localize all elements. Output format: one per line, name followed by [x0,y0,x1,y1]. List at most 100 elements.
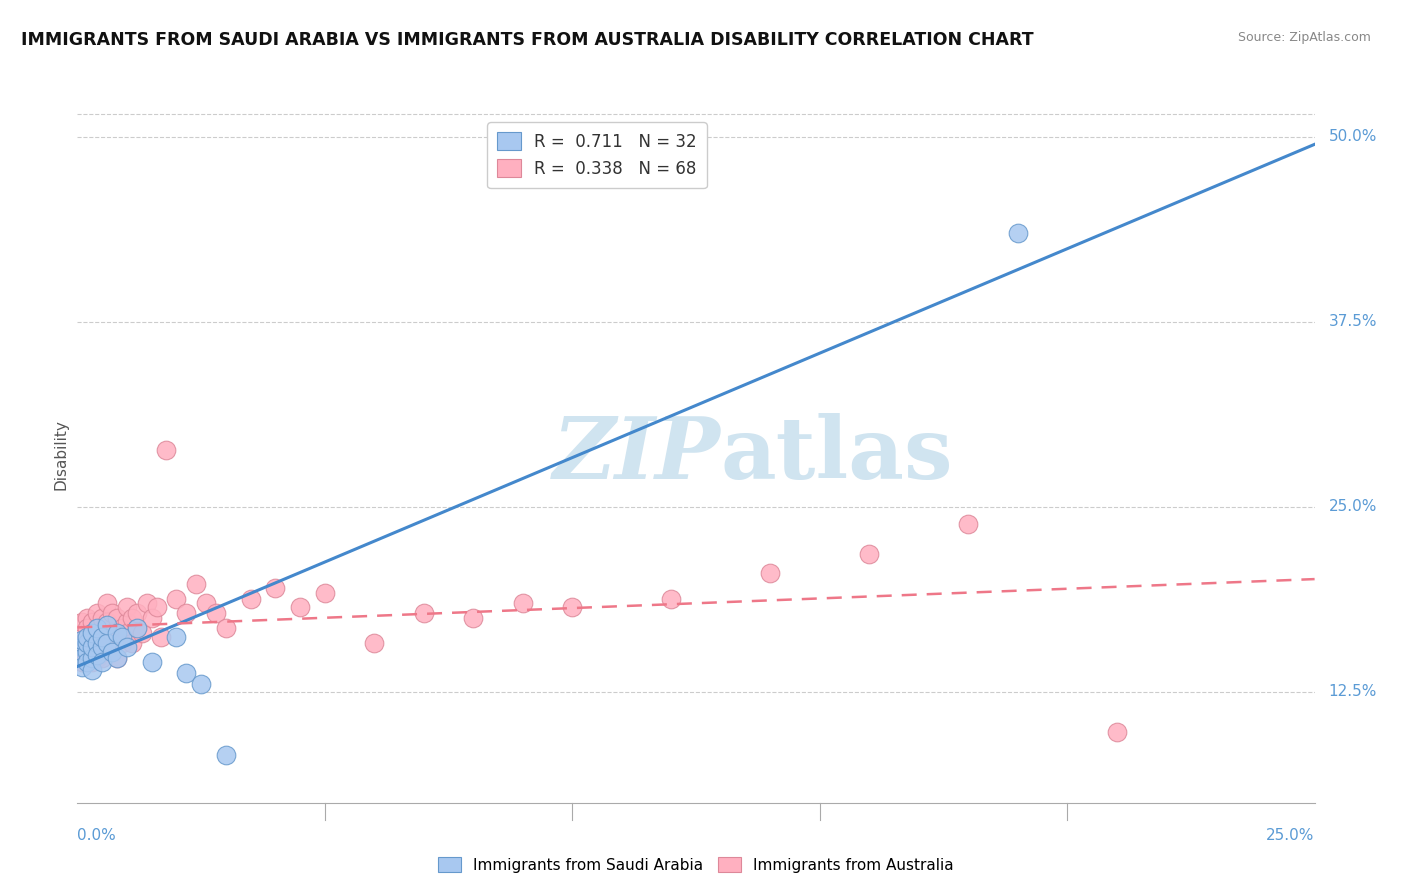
Point [141,655,163,669]
Point [215,621,238,635]
Point [96,636,118,650]
Point [72,632,94,647]
Point [659,591,682,606]
Point [184,576,207,591]
Point [101,625,124,640]
Point [115,625,138,640]
Point [105,611,128,625]
Text: 37.5%: 37.5% [1329,314,1376,329]
Point [205,607,228,621]
Point [76,621,98,635]
Point [91,640,114,655]
Point [96,596,118,610]
Point [72,650,94,665]
Point [125,621,148,635]
Text: 25.0%: 25.0% [1267,828,1315,843]
Point [111,630,134,644]
Point [86,650,108,665]
Point [125,607,148,621]
Y-axis label: Disability: Disability [53,419,69,491]
Text: 12.5%: 12.5% [1329,684,1376,699]
Point [96,618,118,632]
Text: 0.0%: 0.0% [77,828,117,843]
Point [72,625,94,640]
Point [76,630,98,644]
Point [105,650,128,665]
Text: 25.0%: 25.0% [1329,500,1376,514]
Point [174,665,197,680]
Point [82,650,104,665]
Point [76,650,98,665]
Point [105,625,128,640]
Point [86,636,108,650]
Point [412,607,434,621]
Point [96,636,118,650]
Point [155,443,177,458]
Point [76,630,98,644]
Point [76,640,98,655]
Point [135,596,157,610]
Point [141,611,163,625]
Point [91,625,114,640]
Point [76,636,98,650]
Point [115,600,138,615]
Point [288,600,311,615]
Point [561,600,583,615]
Point [145,600,167,615]
Point [72,636,94,650]
Point [72,615,94,630]
Point [82,655,104,669]
Point [101,640,124,655]
Point [76,645,98,659]
Point [463,611,485,625]
Point [264,581,287,595]
Point [82,615,104,630]
Point [86,648,108,662]
Point [957,517,980,532]
Point [72,640,94,655]
Point [125,621,148,635]
Point [76,655,98,669]
Point [165,630,187,644]
Point [150,630,173,644]
Point [82,663,104,677]
Point [82,630,104,644]
Text: ZIP: ZIP [553,413,721,497]
Point [76,611,98,625]
Point [82,636,104,650]
Point [72,650,94,665]
Point [512,596,534,610]
Point [115,615,138,630]
Point [858,547,880,561]
Point [1007,226,1029,240]
Point [82,625,104,640]
Point [91,655,114,669]
Point [131,625,153,640]
Point [72,659,94,673]
Point [190,677,212,691]
Point [91,630,114,644]
Point [105,630,128,644]
Point [72,655,94,669]
Point [101,645,124,659]
Point [759,566,782,581]
Text: atlas: atlas [721,413,953,497]
Point [86,621,108,635]
Point [174,607,197,621]
Point [82,640,104,655]
Point [91,640,114,655]
Point [195,596,218,610]
Point [115,640,138,655]
Point [76,645,98,659]
Point [86,636,108,650]
Text: IMMIGRANTS FROM SAUDI ARABIA VS IMMIGRANTS FROM AUSTRALIA DISABILITY CORRELATION: IMMIGRANTS FROM SAUDI ARABIA VS IMMIGRAN… [21,31,1033,49]
Point [121,611,143,625]
Point [239,591,262,606]
Point [111,636,134,650]
Point [101,607,124,621]
Point [96,630,118,644]
Point [121,636,143,650]
Point [1105,724,1128,739]
Point [91,611,114,625]
Point [165,591,187,606]
